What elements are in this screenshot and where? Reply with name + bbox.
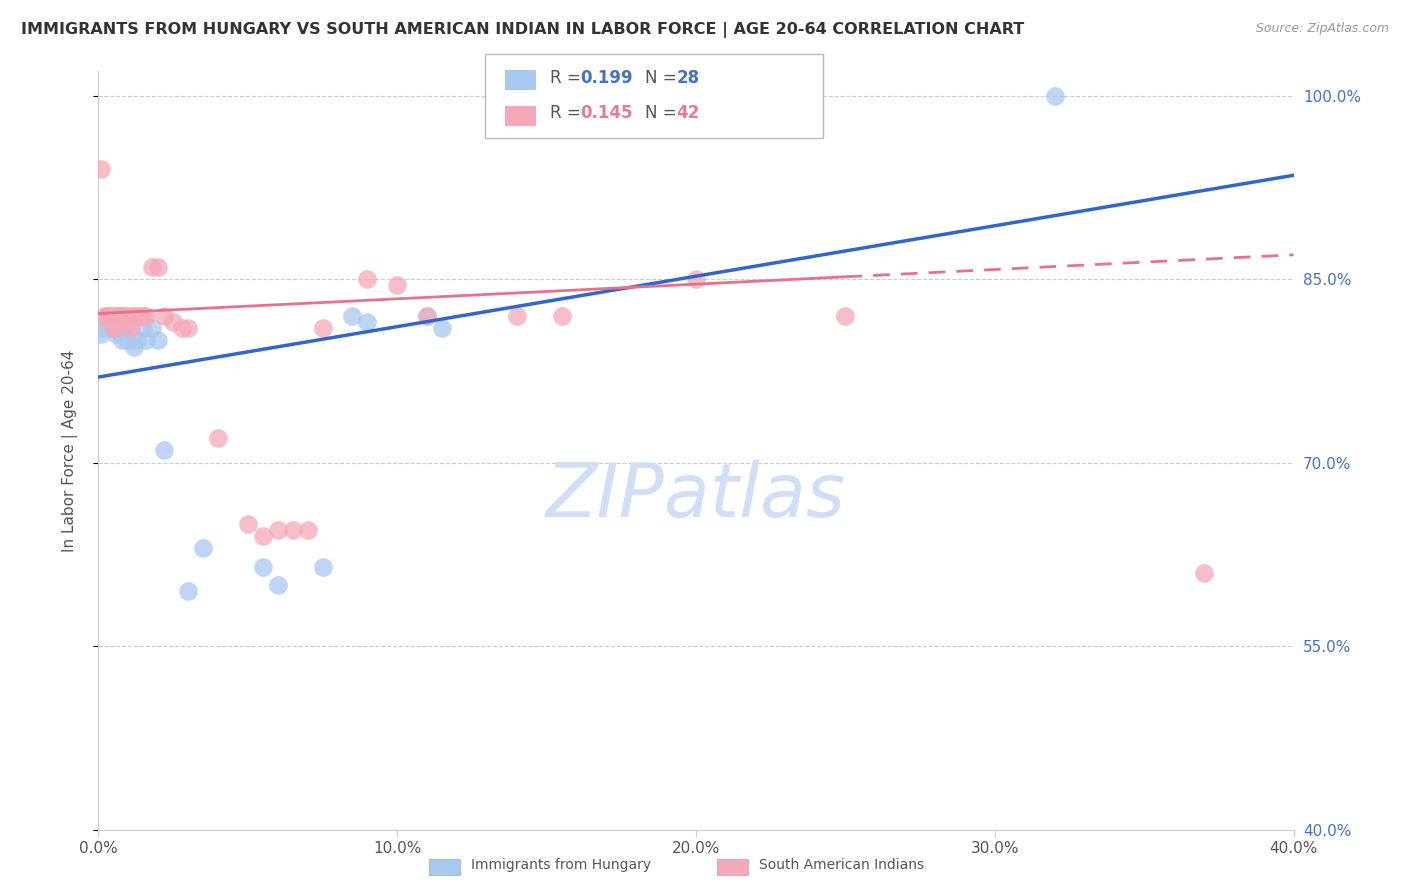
- Point: [108, 309, 131, 323]
- Point: [311, 559, 333, 574]
- Point: [127, 309, 149, 323]
- Text: 0.199: 0.199: [581, 69, 633, 87]
- Point: [96, 309, 118, 323]
- Point: [120, 315, 142, 329]
- Text: 0.145: 0.145: [581, 104, 633, 122]
- Point: [124, 339, 146, 353]
- Point: [111, 334, 134, 348]
- Point: [148, 260, 170, 274]
- Point: [96, 309, 118, 323]
- Point: [114, 309, 136, 323]
- Text: ZIPatlas: ZIPatlas: [546, 460, 846, 532]
- Point: [207, 431, 229, 445]
- Point: [117, 315, 139, 329]
- Point: [117, 309, 139, 323]
- Point: [252, 559, 274, 574]
- Point: [1043, 88, 1066, 103]
- Point: [124, 309, 146, 323]
- Point: [172, 321, 194, 335]
- Point: [120, 309, 142, 323]
- Point: [105, 327, 128, 342]
- Point: [252, 529, 274, 543]
- Text: N =: N =: [645, 104, 682, 122]
- Point: [103, 309, 125, 323]
- Point: [685, 272, 707, 286]
- Point: [236, 516, 259, 531]
- Point: [111, 309, 134, 323]
- Point: [98, 309, 122, 323]
- Point: [90, 327, 112, 342]
- Point: [132, 321, 155, 335]
- Point: [177, 321, 200, 335]
- Point: [148, 334, 170, 348]
- Point: [90, 162, 112, 177]
- Point: [120, 321, 142, 335]
- Text: South American Indians: South American Indians: [759, 858, 924, 872]
- Point: [108, 309, 131, 323]
- Text: 28: 28: [676, 69, 699, 87]
- Point: [153, 443, 176, 458]
- Point: [162, 315, 184, 329]
- Point: [267, 578, 290, 592]
- Point: [132, 309, 155, 323]
- Point: [297, 523, 319, 537]
- Point: [98, 309, 122, 323]
- Point: [93, 321, 115, 335]
- Point: [356, 272, 378, 286]
- Point: [834, 309, 856, 323]
- Point: [105, 309, 128, 323]
- Point: [342, 309, 364, 323]
- Point: [416, 309, 439, 323]
- Point: [103, 321, 125, 335]
- Point: [430, 321, 453, 335]
- Text: R =: R =: [550, 69, 586, 87]
- Point: [114, 321, 136, 335]
- Point: [141, 321, 163, 335]
- Point: [267, 523, 290, 537]
- Point: [117, 334, 139, 348]
- Point: [135, 309, 157, 323]
- Point: [416, 309, 439, 323]
- Point: [311, 321, 333, 335]
- Point: [105, 321, 128, 335]
- Point: [141, 260, 163, 274]
- Text: Source: ZipAtlas.com: Source: ZipAtlas.com: [1256, 22, 1389, 36]
- Point: [356, 315, 378, 329]
- Point: [127, 334, 149, 348]
- Point: [103, 321, 125, 335]
- Y-axis label: In Labor Force | Age 20-64: In Labor Force | Age 20-64: [62, 350, 77, 551]
- Point: [385, 278, 409, 293]
- Text: R =: R =: [550, 104, 586, 122]
- Text: 42: 42: [676, 104, 700, 122]
- Point: [93, 309, 115, 323]
- Point: [135, 334, 157, 348]
- Text: IMMIGRANTS FROM HUNGARY VS SOUTH AMERICAN INDIAN IN LABOR FORCE | AGE 20-64 CORR: IMMIGRANTS FROM HUNGARY VS SOUTH AMERICA…: [21, 22, 1025, 38]
- Point: [281, 523, 304, 537]
- Point: [1192, 566, 1215, 580]
- Text: N =: N =: [645, 69, 682, 87]
- Point: [129, 309, 152, 323]
- Text: Immigrants from Hungary: Immigrants from Hungary: [471, 858, 651, 872]
- Point: [177, 584, 200, 599]
- Point: [108, 309, 131, 323]
- Point: [153, 309, 176, 323]
- Point: [550, 309, 572, 323]
- Point: [191, 541, 214, 556]
- Point: [506, 309, 529, 323]
